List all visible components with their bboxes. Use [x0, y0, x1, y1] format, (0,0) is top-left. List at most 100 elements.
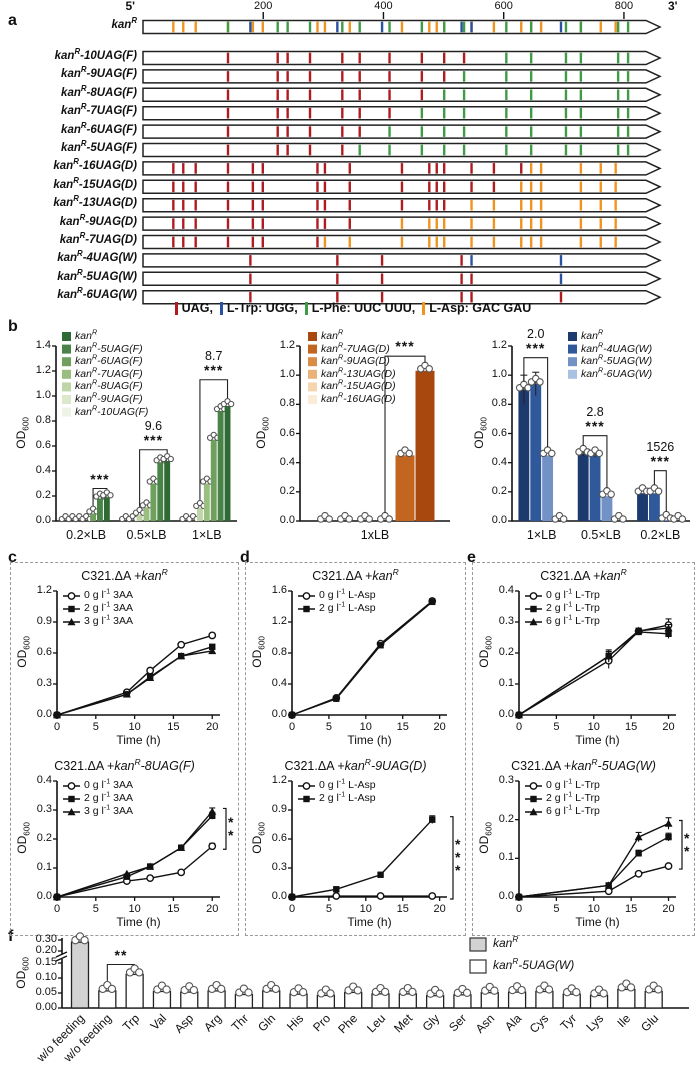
marker-circle: [302, 782, 311, 790]
x-group-label: 1×LB: [192, 528, 222, 542]
bar: [70, 941, 90, 1009]
legend-swatch: [568, 332, 577, 341]
y-tick-label: 0.0: [498, 708, 514, 720]
marker-triangle: [67, 618, 76, 626]
x-axis-title: Time (h): [347, 733, 392, 747]
gene-row-label: kanR-8UAG(F): [61, 83, 137, 99]
significance-stars: ***: [204, 361, 224, 378]
sig-bracket: [582, 435, 608, 489]
y-tick-label: 0.2: [498, 646, 514, 658]
sig-bracket: [384, 355, 426, 513]
marker-triangle: [634, 626, 643, 634]
bar: [152, 990, 172, 1009]
marker-square: [665, 833, 672, 841]
marker-triangle: [529, 808, 538, 816]
legend-swatch: [62, 407, 71, 417]
gene-arrow: [142, 105, 662, 121]
gene-row-label: kanR-10UAG(F): [54, 47, 137, 62]
y-tick-label: 0.4: [491, 455, 507, 468]
legend-swatch: [469, 937, 487, 952]
y-tick-label: 1.2: [271, 615, 287, 627]
gene-arrow: [142, 271, 662, 287]
sig-bracket: [92, 487, 108, 506]
legend-item-label: L-Phe: UUC UUU: [311, 301, 412, 315]
bar: [143, 507, 150, 521]
bar: [530, 383, 542, 521]
marker-circle: [529, 592, 538, 600]
legend-swatch: [62, 369, 71, 379]
marker-square: [209, 643, 216, 650]
ruler-tick-label: 600: [494, 0, 513, 12]
panel-label-a: a: [8, 12, 17, 29]
y-axis-title: OD600: [15, 636, 32, 668]
y-tick-label: 1.2: [279, 339, 295, 351]
legend-item-label: 2 g l-1 3AA: [84, 790, 133, 804]
legend-item-label: kanR-7UAG(D): [321, 341, 390, 355]
x-axis-title: Time (h): [575, 733, 620, 747]
legend-item-label: 0 g l-1 L-Trp: [546, 587, 600, 601]
legend-item-label: 0 g l-1 3AA: [84, 587, 133, 601]
x-tick-label: 0: [288, 721, 296, 733]
legend-item-label: kanR-5UAG(W): [493, 957, 575, 972]
y-tick-label: 1.2: [35, 364, 51, 376]
legend-item-label: 2 g l-1 L-Trp: [546, 790, 600, 804]
x-tick-label: 10: [587, 903, 600, 915]
y-axis-title: OD600: [14, 957, 31, 989]
bar: [234, 993, 254, 1009]
legend-swatch: [568, 344, 577, 354]
x-tick-label: 10: [128, 721, 141, 733]
series-line: [291, 600, 433, 716]
y-tick-label: 1.0: [491, 368, 507, 381]
y-axis-title: OD600: [472, 416, 489, 449]
marker-square: [530, 605, 537, 613]
panel-label-f: f: [8, 928, 14, 945]
y-tick-label: 0.00: [35, 1001, 57, 1013]
bar: [316, 994, 336, 1009]
marker-square: [429, 598, 436, 606]
marker-circle: [302, 592, 311, 600]
marker-triangle: [529, 618, 538, 626]
legend-swatch: [469, 959, 487, 974]
y-tick-label: 1.4: [35, 339, 51, 351]
chart-canvas: [296, 332, 450, 523]
sig-bracket: [679, 819, 683, 870]
marker-triangle: [53, 711, 61, 719]
marker-circle: [332, 892, 341, 900]
chart-canvas: [288, 590, 447, 719]
gene-arrow: [142, 289, 662, 305]
y-tick-label: 0.0: [491, 514, 507, 526]
chart-canvas: [515, 590, 676, 719]
series-line: [291, 601, 433, 716]
axes: [56, 591, 220, 716]
bar: [371, 993, 390, 1009]
y-tick-label: 1.6: [271, 584, 287, 596]
y-tick-label: 0.8: [491, 397, 507, 410]
chart-canvas: [53, 590, 220, 719]
x-tick-label: 0: [515, 903, 523, 915]
ruler-tick-label: 400: [374, 0, 393, 12]
chart-c-mutant-growth: C321.ΔA +kanR-8UAG(F) 0.0 0.1 0.2 0.3 0.4 0 5 10…: [11, 757, 238, 935]
bar: [97, 498, 103, 521]
marker-triangle: [515, 893, 523, 901]
x-tick-label: 20: [662, 721, 675, 733]
panel-label-e: e: [467, 549, 476, 566]
axis-break-mark: [55, 955, 68, 962]
y-tick-label: 0.2: [279, 484, 295, 497]
y-tick-label: 0.0: [36, 890, 52, 902]
x-axis-title: Time (h): [575, 915, 620, 929]
bar: [289, 993, 308, 1009]
marker-circle: [177, 868, 186, 877]
legend-item-label: kanR-13UAG(D): [321, 366, 396, 380]
gene-row-label: kanR: [111, 16, 137, 31]
marker-circle: [146, 874, 155, 883]
marker-triangle: [53, 893, 61, 901]
legend-item-label: kanR-16UAG(D): [321, 391, 396, 405]
significance-star: *: [228, 826, 235, 843]
x-tick-label: 20: [433, 721, 446, 733]
ruler-5prime-label: 5': [125, 0, 135, 13]
gene-row-label: kanR-6UAG(F): [61, 120, 137, 136]
chart-d-wt-growth: C321.ΔA +kanR 0.0 0.4 0.8 1.2 1.6 0 5 10 15 20 Time…: [246, 567, 465, 753]
legend-item-label: 6 g l-1 L-Trp: [546, 803, 600, 817]
x-tick-label: 10: [359, 721, 372, 733]
sig-bracket: [450, 816, 454, 900]
